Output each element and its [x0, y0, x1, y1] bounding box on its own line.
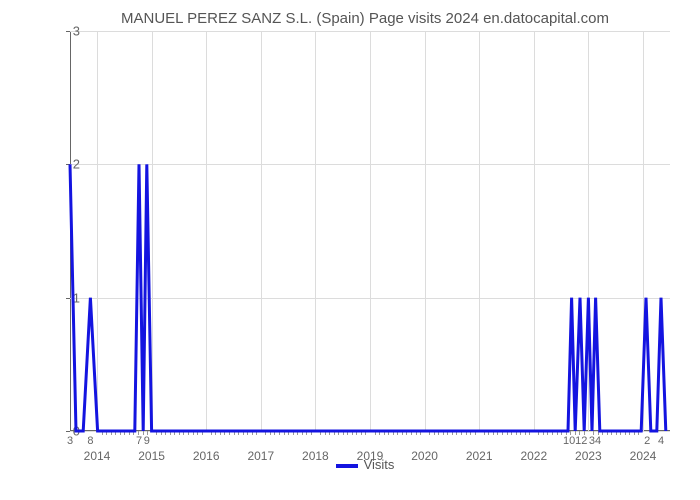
xtick-label: 2017 [247, 449, 274, 463]
xtick-label: 2016 [193, 449, 220, 463]
point-label: 4 [658, 435, 664, 447]
point-label: 8 [87, 435, 93, 447]
chart-title: MANUEL PEREZ SANZ S.L. (Spain) Page visi… [50, 10, 680, 27]
xtick-label: 2014 [84, 449, 111, 463]
point-label: 1012 [563, 435, 587, 447]
xtick-label: 2022 [520, 449, 547, 463]
line-plot [70, 31, 670, 431]
point-label: 34 [589, 435, 601, 447]
xtick-label: 2015 [138, 449, 165, 463]
xtick-label: 2018 [302, 449, 329, 463]
chart-container: MANUEL PEREZ SANZ S.L. (Spain) Page visi… [50, 10, 680, 470]
xtick-label: 2023 [575, 449, 602, 463]
plot-area: 0123 20142015201620172018201920202021202… [70, 31, 670, 431]
legend-swatch [336, 464, 358, 468]
point-label: 7 [136, 435, 142, 447]
point-label: 2 [644, 435, 650, 447]
xtick-label: 2019 [357, 449, 384, 463]
xtick-label: 2024 [630, 449, 657, 463]
point-label: 9 [144, 435, 150, 447]
xtick-label: 2021 [466, 449, 493, 463]
point-label: 3 [67, 435, 73, 447]
xtick-label: 2020 [411, 449, 438, 463]
